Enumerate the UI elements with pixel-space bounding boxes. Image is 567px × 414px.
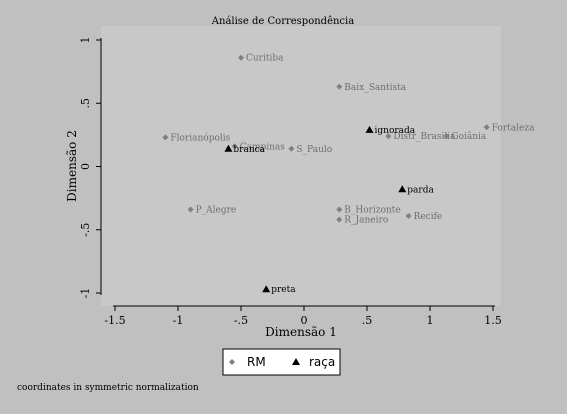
rm-marker <box>336 216 343 223</box>
x-tick-label: -1 <box>173 314 184 327</box>
rm-marker <box>336 206 343 213</box>
footnote: coordinates in symmetric normalization <box>17 383 199 393</box>
y-tick-label: 1 <box>79 37 92 44</box>
y-tick-label: .5 <box>79 98 92 109</box>
x-axis-title: Dimensão 1 <box>265 325 337 339</box>
race-marker <box>365 125 374 133</box>
x-tick-label: 1.5 <box>484 314 502 327</box>
rm-marker <box>288 145 295 152</box>
point-label: Distr_Brasilia <box>393 132 456 142</box>
point-label: Curitiba <box>246 54 284 64</box>
rm-marker <box>238 54 244 61</box>
point-label: Campinas <box>240 142 286 152</box>
y-axis-title: Dimensão 2 <box>65 130 79 202</box>
x-tick-label: -1.5 <box>104 314 125 327</box>
y-tick-label: -.5 <box>79 223 92 237</box>
point-label: P_Alegre <box>196 206 237 216</box>
point-label: S_Paulo <box>296 145 332 155</box>
point-label: Recife <box>414 212 443 222</box>
rm-marker <box>187 206 194 213</box>
point-label: B_Horizonte <box>344 206 400 216</box>
point-label: parda <box>407 185 434 195</box>
legend-race-marker <box>292 358 300 365</box>
point-label: Goiânia <box>451 131 487 142</box>
point-label: Fortaleza <box>492 123 535 133</box>
rm-marker <box>162 134 169 141</box>
race-marker <box>262 285 271 293</box>
x-tick-label: .5 <box>362 314 373 327</box>
race-marker <box>224 144 233 152</box>
point-label: branca <box>233 145 265 155</box>
y-tick-label: 0 <box>79 163 92 170</box>
x-tick-label: -.5 <box>234 314 248 327</box>
legend-box <box>222 348 341 376</box>
rm-marker <box>483 124 490 131</box>
race-marker <box>398 185 407 193</box>
y-tick-label: -1 <box>79 288 92 299</box>
legend-race-label: raça <box>309 355 335 369</box>
point-label: ignorada <box>375 126 416 136</box>
x-tick-label: 0 <box>301 314 308 327</box>
rm-marker <box>231 143 238 150</box>
legend-rm-marker <box>229 359 235 365</box>
plot-area <box>101 26 501 306</box>
point-label: R_Janeiro <box>344 216 388 226</box>
chart-title: Análise de Correspondência <box>211 16 354 27</box>
rm-marker <box>443 133 450 140</box>
point-label: Florianópolis <box>170 132 230 143</box>
rm-marker <box>385 133 392 140</box>
x-tick-label: 1 <box>427 314 434 327</box>
point-label: preta <box>271 285 296 295</box>
rm-marker <box>405 212 412 219</box>
rm-marker <box>336 83 343 90</box>
legend-rm-label: RM <box>247 355 266 369</box>
point-label: Baix_Santista <box>344 83 406 93</box>
